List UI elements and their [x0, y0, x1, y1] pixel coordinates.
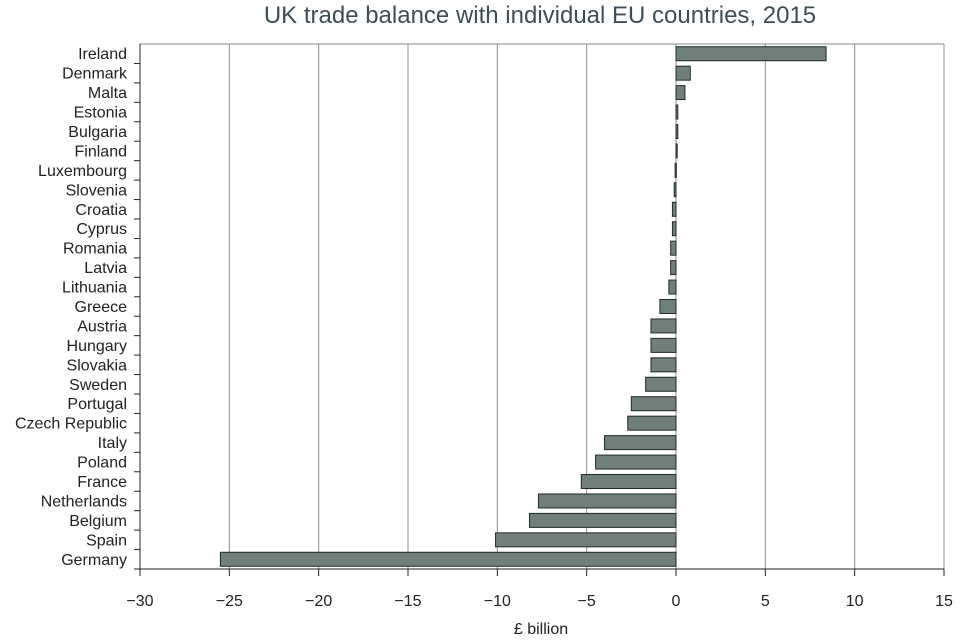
bar-belgium	[528, 512, 677, 528]
category-label: Germany	[61, 552, 127, 569]
x-tick-label: −10	[484, 593, 511, 610]
category-label: Denmark	[62, 66, 128, 83]
category-label: Luxembourg	[38, 163, 127, 180]
category-label: Hungary	[67, 338, 127, 355]
bar-romania	[670, 240, 677, 256]
bar-croatia	[671, 201, 677, 217]
bar-luxembourg	[674, 162, 677, 178]
bar-austria	[650, 318, 677, 334]
bar-hungary	[650, 337, 677, 353]
bar-bulgaria	[675, 124, 679, 139]
bars	[219, 46, 827, 567]
bar-latvia	[670, 260, 677, 276]
category-label: Sweden	[69, 377, 127, 394]
bar-lithuania	[668, 279, 677, 295]
x-tick-label: −30	[126, 593, 153, 610]
category-label: France	[77, 474, 127, 491]
x-tick-label: −25	[216, 593, 243, 610]
x-axis-label: £ billion	[514, 621, 568, 638]
category-label: Greece	[75, 299, 128, 316]
category-label: Lithuania	[62, 280, 127, 297]
category-label: Slovakia	[67, 357, 128, 374]
bar-finland	[675, 143, 678, 159]
category-label: Romania	[63, 241, 127, 258]
category-labels: Ireland Denmark Malta Estonia Bulgaria Finlan…	[15, 46, 128, 569]
x-tick-label: 15	[935, 593, 953, 610]
category-label: Bulgaria	[68, 124, 127, 141]
bar-cyprus	[671, 221, 677, 237]
category-label: Portugal	[67, 396, 127, 413]
x-tick-label: 0	[672, 593, 681, 610]
category-label: Finland	[75, 143, 127, 160]
category-label: Estonia	[74, 105, 127, 122]
bar-germany	[219, 551, 677, 567]
bar-netherlands	[537, 493, 677, 509]
category-label: Slovenia	[66, 182, 127, 199]
bar-france	[580, 474, 677, 489]
category-label: Poland	[77, 455, 127, 472]
x-tick-label: −15	[394, 593, 421, 610]
category-label: Czech Republic	[15, 416, 127, 433]
category-label: Belgium	[69, 513, 127, 530]
bar-czech-republic	[627, 415, 677, 431]
bar-sweden	[645, 376, 677, 392]
gridlines	[140, 43, 945, 569]
x-tick-label: 10	[846, 593, 864, 610]
category-label: Malta	[88, 85, 127, 102]
bar-italy	[604, 435, 677, 451]
axes	[134, 44, 945, 576]
bar-malta	[675, 85, 686, 101]
category-label: Austria	[77, 318, 127, 335]
category-label: Italy	[98, 435, 127, 452]
x-tick-label: −5	[578, 593, 596, 610]
bar-poland	[595, 454, 677, 470]
bar-portugal	[630, 396, 677, 412]
bar-slovakia	[650, 357, 677, 373]
category-label: Netherlands	[41, 493, 127, 510]
category-label: Latvia	[84, 260, 127, 277]
x-tick-label: −20	[305, 593, 332, 610]
bar-ireland	[675, 46, 827, 62]
category-label: Ireland	[78, 46, 127, 63]
bar-estonia	[675, 104, 679, 120]
bar-spain	[495, 532, 677, 548]
bar-greece	[659, 299, 677, 314]
category-label: Spain	[86, 532, 127, 549]
x-tick-labels: −30 −25 −20 −15 −10 −5 0 5 10 15	[126, 593, 953, 610]
category-label: Cyprus	[76, 221, 127, 238]
chart-title: UK trade balance with individual EU coun…	[263, 2, 817, 29]
bar-denmark	[675, 65, 691, 81]
category-label: Croatia	[75, 202, 127, 219]
x-tick-label: 5	[761, 593, 770, 610]
bar-slovenia	[673, 182, 677, 198]
